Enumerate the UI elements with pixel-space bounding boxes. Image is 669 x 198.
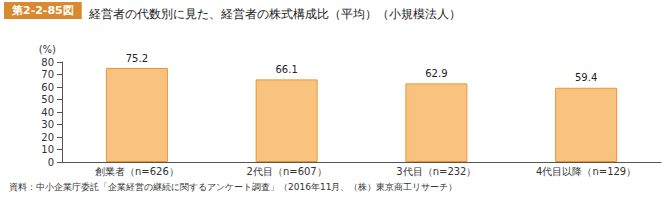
svg-text:70: 70 (41, 69, 54, 80)
svg-text:80: 80 (41, 57, 54, 68)
svg-text:59.4: 59.4 (575, 72, 597, 83)
svg-text:75.2: 75.2 (126, 53, 148, 64)
svg-text:66.1: 66.1 (275, 64, 297, 75)
svg-text:40: 40 (41, 107, 54, 118)
svg-text:30: 30 (41, 119, 54, 130)
svg-text:60: 60 (41, 82, 54, 93)
svg-text:第2-2-85図: 第2-2-85図 (11, 4, 74, 17)
svg-text:4代目以降（n=129）: 4代目以降（n=129） (536, 166, 636, 177)
svg-text:3代目（n=232）: 3代目（n=232） (396, 166, 476, 177)
svg-text:創業者（n=626）: 創業者（n=626） (95, 166, 179, 177)
svg-text:10: 10 (41, 144, 54, 155)
svg-text:(%): (%) (39, 44, 56, 55)
svg-text:経営者の代数別に見た、経営者の株式構成比（平均）（小規模法人: 経営者の代数別に見た、経営者の株式構成比（平均）（小規模法人） (88, 7, 461, 21)
svg-text:0: 0 (48, 157, 54, 168)
svg-text:20: 20 (41, 132, 54, 143)
svg-text:62.9: 62.9 (425, 68, 447, 79)
svg-text:50: 50 (41, 94, 54, 105)
svg-text:2代目（n=607）: 2代目（n=607） (247, 166, 327, 177)
svg-text:資料：中小企業庁委託「企業経営の継続に関するアンケート調査」: 資料：中小企業庁委託「企業経営の継続に関するアンケート調査」（2016年11月、… (9, 182, 457, 192)
